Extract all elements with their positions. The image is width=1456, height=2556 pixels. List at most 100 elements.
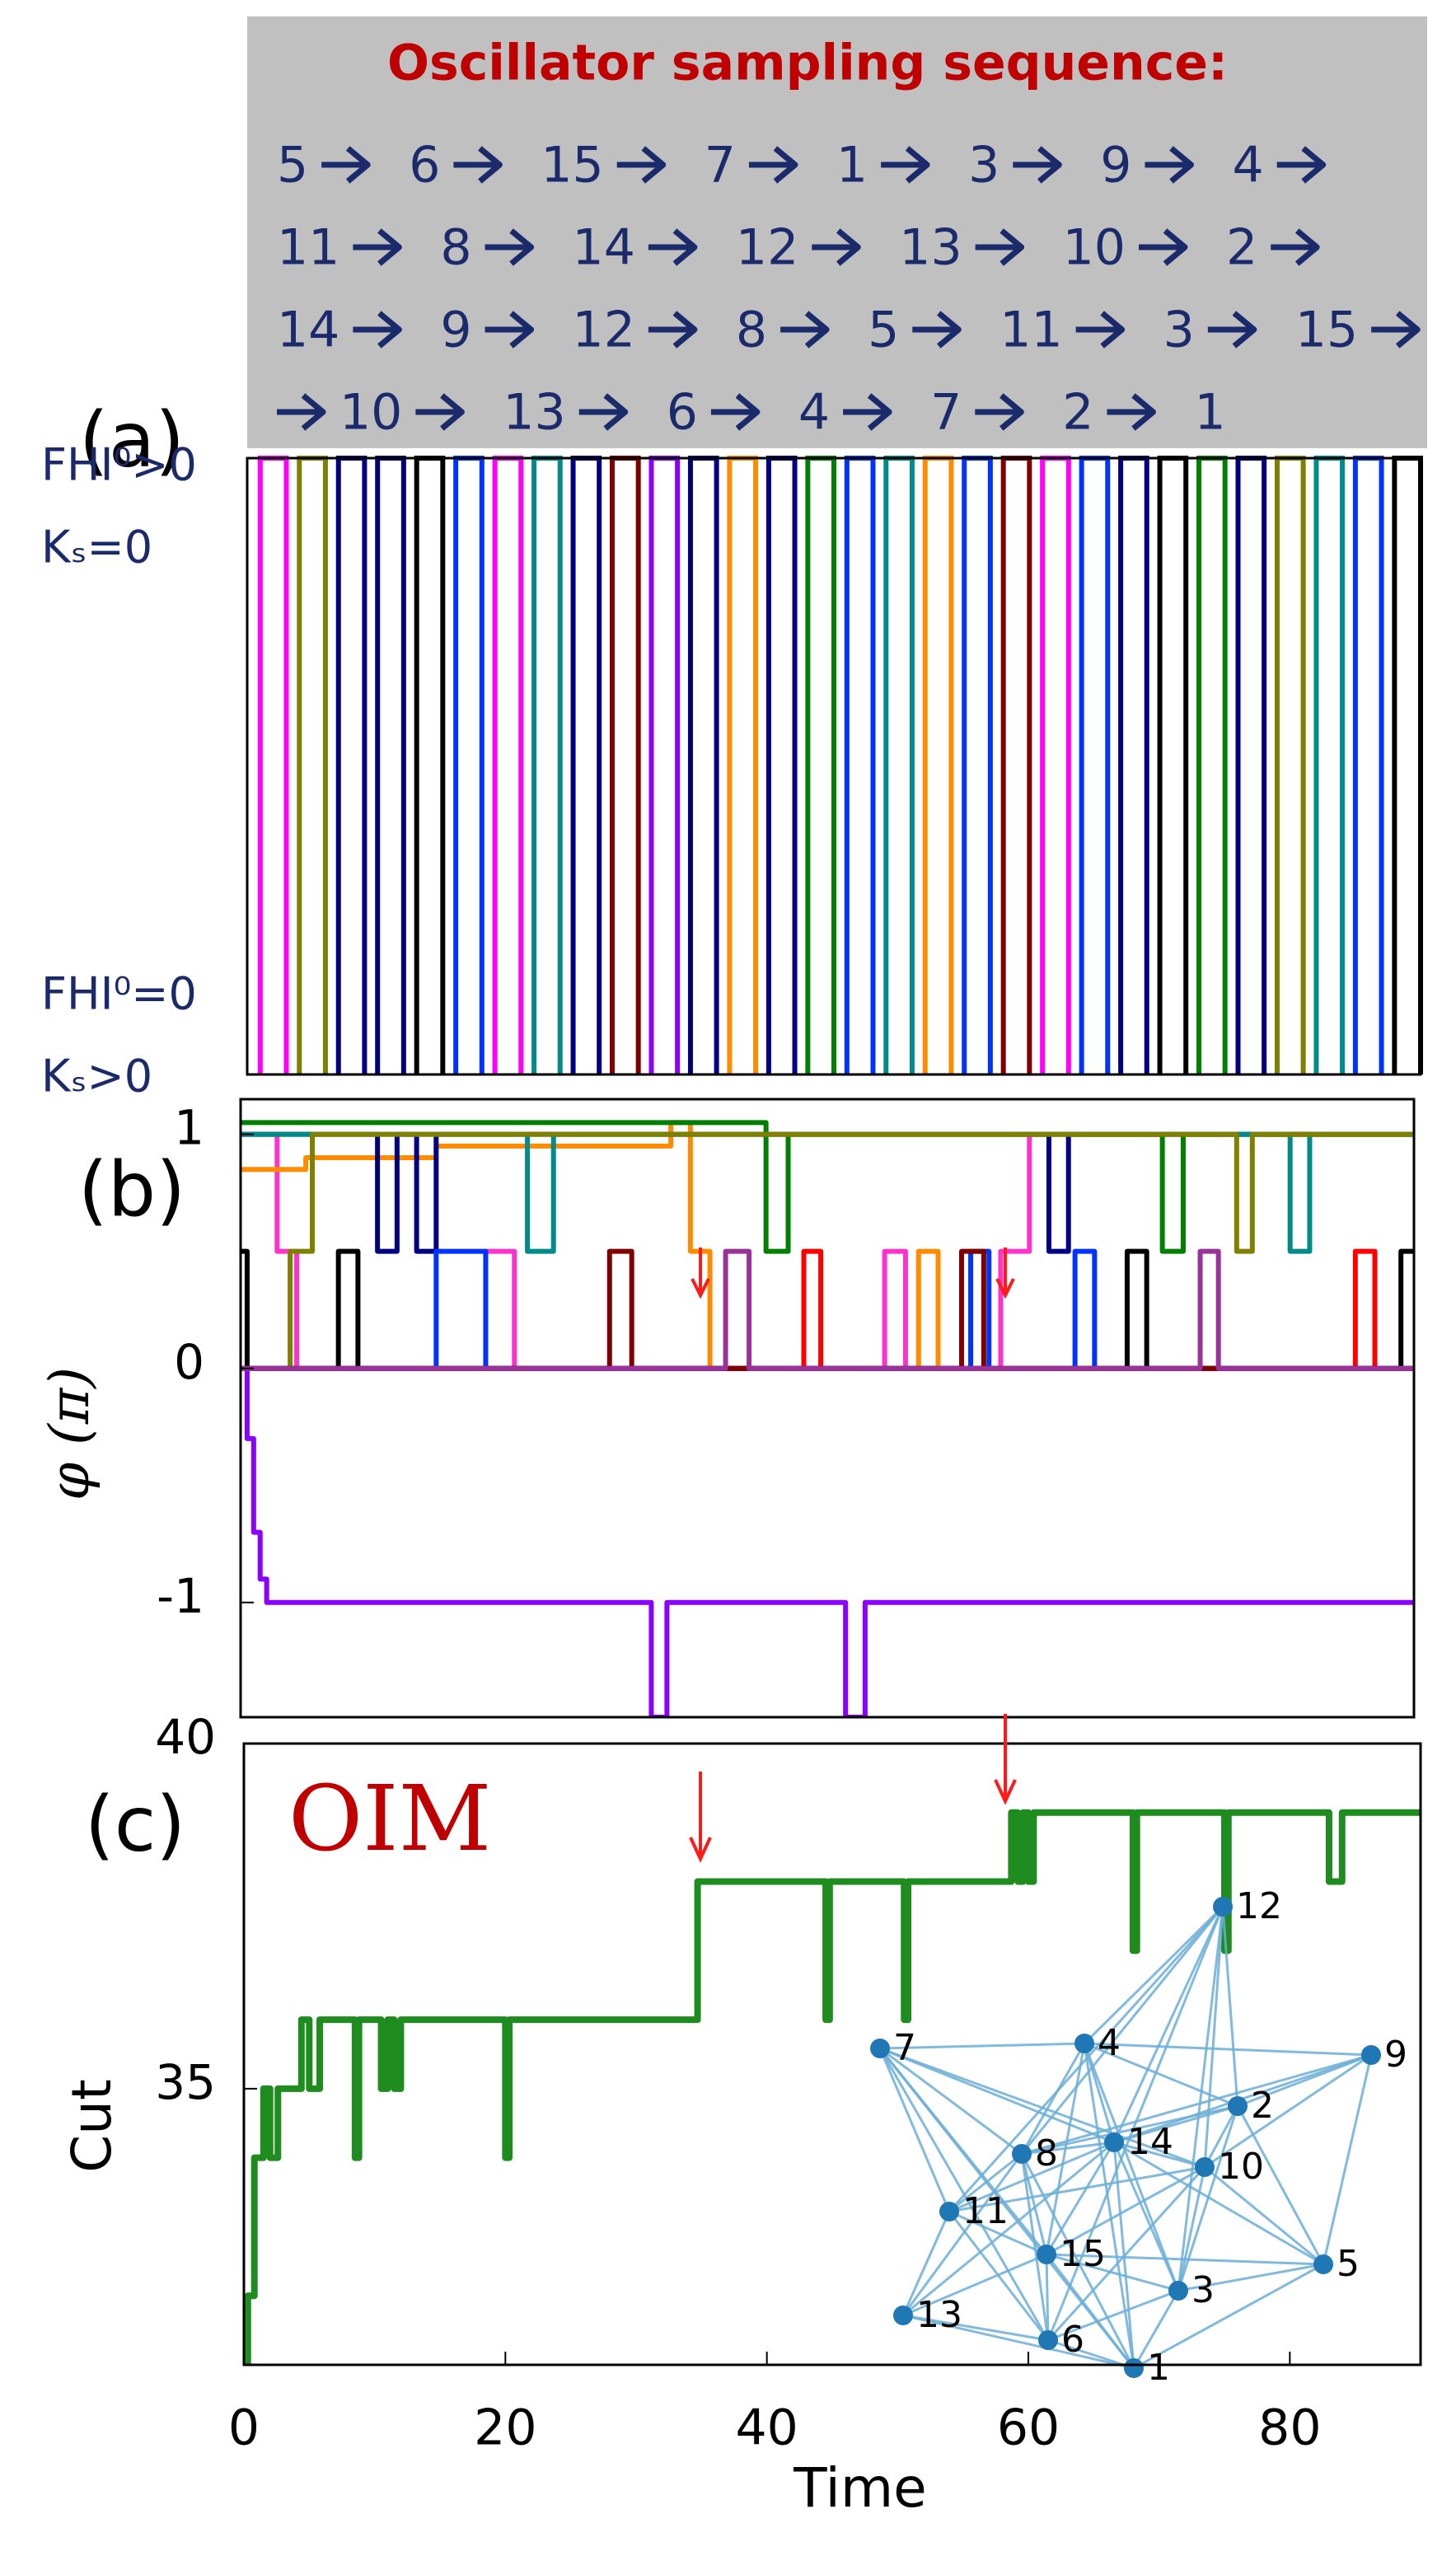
plot-frame-border	[246, 456, 1422, 1076]
inset-edge	[878, 2048, 951, 2212]
sequence-item: 4	[798, 384, 830, 442]
sequence-item: 9	[440, 302, 471, 359]
inset-node	[1012, 2144, 1032, 2164]
step-line	[241, 1131, 1414, 1254]
inset-edge	[902, 2314, 1049, 2342]
inset-edge	[1177, 2166, 1206, 2292]
panel-label: (b)	[78, 1145, 185, 1234]
inset-edge	[1177, 1906, 1224, 2292]
sequence-item: 5	[277, 137, 308, 194]
inset-edge	[1203, 1906, 1224, 2168]
inset-edge	[1020, 2153, 1048, 2255]
sequence-item: 10	[339, 384, 402, 442]
sequence-item: 2	[1062, 384, 1093, 442]
inset-node	[1074, 2034, 1094, 2053]
inset-edge	[1046, 2253, 1179, 2292]
plot-frame-border	[242, 1742, 1422, 2366]
inset-edge	[1322, 2054, 1373, 2265]
y-axis-label: φ (π)	[38, 1367, 101, 1500]
sequence-item: 5	[868, 302, 899, 359]
inset-node	[939, 2202, 959, 2221]
sequence-arrow	[321, 146, 371, 184]
sequence-arrow	[1207, 311, 1257, 349]
inset-edge	[1203, 2105, 1239, 2168]
sequence-arrow	[1371, 311, 1421, 349]
inset-node-label: 10	[1218, 2146, 1264, 2188]
sequence-item: 15	[541, 137, 603, 194]
inset-node-label: 15	[1060, 2233, 1106, 2275]
inset-node-label: 2	[1251, 2085, 1274, 2127]
inset-node-label: 6	[1061, 2319, 1084, 2361]
sequence-arrow	[975, 393, 1024, 431]
inset-edge	[902, 2314, 1135, 2370]
sequence-arrow	[912, 311, 962, 349]
header-title: Oscillator sampling sequence:	[387, 35, 1228, 92]
x-axis-label: Time	[793, 2456, 927, 2520]
sequence-arrow	[1138, 228, 1188, 266]
panel-label: (c)	[85, 1780, 185, 1868]
sequence-arrow	[975, 228, 1025, 266]
arrow	[691, 1248, 710, 1299]
sequence-item: 11	[277, 219, 339, 277]
sequence-arrow	[1013, 146, 1062, 184]
sequence-arrow	[648, 311, 698, 349]
y-tick-label: 1	[174, 1100, 204, 1156]
sequence-arrow	[780, 311, 830, 349]
sequence-arrow	[353, 228, 402, 266]
arrow	[995, 1248, 1015, 1299]
sequence-arrow	[485, 228, 535, 266]
sequence-item: 9	[1100, 137, 1131, 194]
inset-edge	[1047, 2289, 1179, 2342]
inset-node	[1361, 2045, 1381, 2065]
inset-edge	[948, 1905, 1224, 2213]
inset-edge	[1046, 2165, 1206, 2256]
inset-edge	[1177, 2263, 1324, 2292]
inset-node-label: 1	[1147, 2347, 1170, 2389]
sequence-arrow	[812, 228, 861, 266]
x-tick-label: 80	[1258, 2399, 1321, 2457]
panel-label: (a)	[79, 396, 185, 484]
sequence-item: 12	[736, 219, 798, 277]
inset-node	[1195, 2157, 1215, 2177]
sequence-arrow	[1107, 393, 1156, 431]
sequence-item: 7	[930, 384, 962, 442]
inset-node-label: 13	[916, 2294, 962, 2336]
sequence-item: 15	[1295, 302, 1358, 359]
sequence-arrow	[1075, 311, 1126, 349]
x-tick-label: 0	[228, 2399, 260, 2457]
inset-edge	[1020, 2043, 1086, 2155]
inset-node-label: 8	[1035, 2132, 1058, 2174]
inset-edge	[1021, 2104, 1238, 2156]
sequence-item: 12	[573, 302, 635, 359]
inset-edge	[948, 2152, 1023, 2213]
inset-edge	[1204, 2053, 1372, 2169]
inset-node	[1228, 2096, 1248, 2116]
inset-node-label: 3	[1191, 2269, 1215, 2311]
sequence-item: 13	[899, 219, 962, 277]
inset-node	[893, 2306, 913, 2325]
inset-edge	[948, 2165, 1206, 2213]
inset-node	[1168, 2281, 1188, 2301]
sequence-item: 7	[705, 137, 736, 194]
inset-edge	[901, 2153, 1023, 2316]
inset-node	[1038, 2330, 1058, 2350]
inset-node	[1037, 2245, 1056, 2264]
inset-edge	[1045, 2254, 1135, 2369]
inset-node	[1124, 2358, 1144, 2378]
inset-edge	[1113, 2141, 1206, 2169]
annotation-arrows	[689, 1248, 1017, 1863]
inset-edge	[1020, 1906, 1224, 2155]
inset-edge	[879, 2047, 1115, 2144]
sequence-item: 3	[1163, 302, 1195, 359]
sequence-item: 4	[1232, 137, 1263, 194]
inset-edge	[1204, 2165, 1324, 2266]
inset-edge	[1112, 1906, 1224, 2143]
y-tick-label: FHI⁰>0	[41, 439, 197, 491]
y-tick-label: FHI⁰=0	[41, 968, 197, 1020]
plot-frame-border	[239, 1098, 1416, 1719]
inset-node-label: 4	[1098, 2022, 1121, 2064]
inset-edge	[948, 2210, 1047, 2256]
sequence-arrow	[748, 146, 798, 184]
inset-edge	[948, 2141, 1115, 2213]
